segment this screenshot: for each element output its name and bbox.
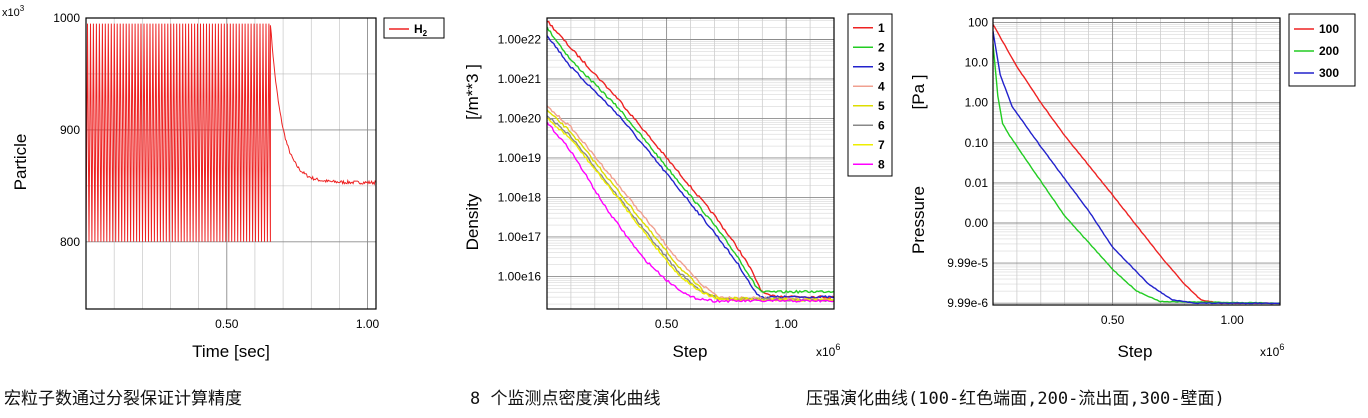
y-tick-label: 10.0 [965, 56, 989, 70]
plot-frame [85, 17, 377, 310]
x-scale-multiplier: x106 [1260, 342, 1284, 359]
legend-label: 5 [878, 99, 885, 113]
legend-label: H2 [414, 22, 428, 38]
y-tick-label: 1.00e16 [498, 269, 542, 283]
x-tick-label: 0.50 [1101, 313, 1125, 327]
series-line-5 [547, 109, 834, 303]
series-line-7 [547, 117, 834, 302]
y-axis-unit: [/m**3 ] [463, 64, 482, 120]
y-tick-label: 0.01 [965, 176, 989, 190]
y-tick-label: 1.00e18 [498, 190, 542, 204]
legend-label-sub: 2 [423, 29, 428, 38]
x-tick-label: 0.50 [655, 317, 679, 331]
y-tick-label: 0.00 [965, 216, 989, 230]
y-tick-label: 1.00e17 [498, 230, 542, 244]
legend-label: 3 [878, 60, 885, 74]
y-tick-label: 1000 [53, 11, 80, 25]
y-tick-label: 800 [60, 235, 80, 249]
x-axis-title: Time [sec] [192, 342, 270, 361]
chart-1: 1000 900 800 0.50 1.00 H2 Time [sec] Particle x1… [2, 4, 445, 361]
y-tick-label: 9.99e-5 [947, 256, 988, 270]
x-tick-label: 1.00 [774, 317, 798, 331]
y-tick-label: 0.10 [965, 136, 989, 150]
x-scale-multiplier: x106 [816, 342, 840, 359]
legend-label: 200 [1319, 44, 1339, 58]
y-axis-title: Particle [11, 134, 30, 191]
x-tick-label: 1.00 [1220, 313, 1244, 327]
x-axis-title: Step [1118, 342, 1153, 361]
legend-box [383, 17, 445, 39]
x-tick-label: 0.50 [215, 317, 239, 331]
plot-frame [992, 17, 1281, 306]
legend-label: 4 [878, 79, 885, 93]
legend-box [847, 13, 893, 177]
x-scale-exp: 6 [1279, 342, 1284, 352]
caption-density-chart: 8 个监测点密度演化曲线 [470, 389, 661, 409]
x-tick-label: 1.00 [356, 317, 380, 331]
x-scale-base: x10 [1260, 345, 1280, 359]
y-axis-title: Pressure [909, 186, 928, 254]
legend-label: 7 [878, 138, 885, 152]
chart-3: 100 10.0 1.00 0.10 0.01 0.00 9.99e-5 9.99e-6 0.5… [909, 13, 1356, 361]
legend-box [1288, 13, 1356, 87]
legend-label: 2 [878, 40, 885, 54]
legend-label: 300 [1319, 66, 1339, 80]
chart-2: 1.00e22 1.00e21 1.00e20 1.00e19 1.00e18 1.00e… [463, 13, 893, 361]
y-axis-unit: [Pa ] [909, 75, 928, 110]
y-tick-label: 1.00e19 [498, 151, 542, 165]
y-scale-base: x10 [2, 7, 20, 19]
caption-pressure-chart: 压强演化曲线(100-红色端面,200-流出面,300-壁面) [806, 389, 1225, 409]
y-axis-title: Density [463, 193, 482, 250]
y-scale-multiplier: x103 [2, 4, 25, 19]
y-tick-label: 1.00e21 [498, 72, 542, 86]
y-tick-label: 100 [968, 16, 988, 30]
series-line-3 [547, 35, 834, 300]
legend-label: 1 [878, 21, 885, 35]
y-tick-label: 1.00 [965, 96, 989, 110]
x-scale-exp: 6 [835, 342, 840, 352]
y-tick-label: 1.00e20 [498, 111, 542, 125]
y-tick-label: 1.00e22 [498, 32, 542, 46]
x-scale-base: x10 [816, 345, 836, 359]
legend-label: 8 [878, 157, 885, 171]
x-axis-title: Step [673, 342, 708, 361]
y-tick-label: 900 [60, 123, 80, 137]
plot-frame [546, 17, 835, 310]
series-line-2 [547, 26, 834, 295]
caption-particle-chart: 宏粒子数通过分裂保证计算精度 [4, 389, 242, 409]
series-line-8 [547, 121, 834, 304]
series-line-300 [993, 31, 1280, 305]
y-scale-exp: 3 [20, 4, 25, 13]
legend-label: 100 [1319, 22, 1339, 36]
legend-label-base: H [414, 22, 423, 36]
legend-label: 6 [878, 118, 885, 132]
y-tick-label: 9.99e-6 [947, 296, 988, 310]
series-line-H2 [86, 23, 376, 304]
series-line-200 [993, 43, 1280, 305]
